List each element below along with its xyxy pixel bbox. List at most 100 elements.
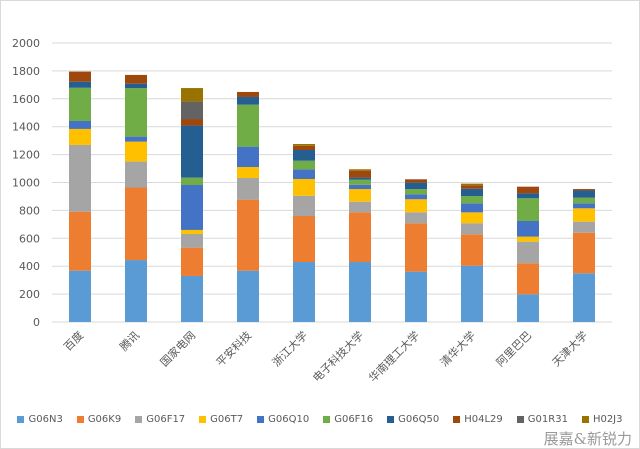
bar-segment-G06N3 <box>181 275 203 322</box>
x-category-label: 腾讯 <box>117 328 142 353</box>
bar-segment-H04L29 <box>573 189 595 191</box>
bar-segment-H04L29 <box>237 91 259 97</box>
bar-segment-G06Q10 <box>461 203 483 213</box>
legend-label: H04L29 <box>464 414 503 425</box>
x-category-label: 百度 <box>61 328 86 353</box>
bar-segment-G06Q50 <box>237 96 259 105</box>
bar-segment-G06T7 <box>573 208 595 222</box>
y-tick-label: 1200 <box>12 149 40 162</box>
bar-segment-G06N3 <box>349 262 371 322</box>
y-tick-label: 400 <box>19 260 40 273</box>
y-tick-label: 200 <box>19 288 40 301</box>
bar-segment-G06T7 <box>293 179 315 196</box>
bar-segment-G06Q10 <box>125 136 147 142</box>
bar-segment-H04L29 <box>69 71 91 82</box>
bar-segment-G06T7 <box>349 189 371 202</box>
bar-segment-H04L29 <box>517 186 539 194</box>
bar-segment-G06F17 <box>517 241 539 264</box>
legend-label: H02J3 <box>592 414 623 425</box>
bar-segment-G06F16 <box>461 196 483 204</box>
bar-segment-G06Q50 <box>405 182 427 190</box>
y-tick-label: 1400 <box>12 121 40 134</box>
bar-segment-G06T7 <box>125 141 147 162</box>
bar-segment-G06N3 <box>237 270 259 322</box>
legend-swatch <box>17 416 25 423</box>
legend-label: G01R31 <box>527 414 568 425</box>
legend-item: G06Q50 <box>387 413 439 426</box>
watermark: 展嘉&新锐力 <box>543 430 632 448</box>
legend-swatch <box>323 416 331 423</box>
bar-segment-G06F17 <box>293 195 315 216</box>
legend-item: G06Q10 <box>257 413 309 426</box>
bar-segment-G06K9 <box>293 215 315 263</box>
y-tick-label: 0 <box>33 316 40 329</box>
bar-segment-G06F17 <box>125 161 147 188</box>
y-tick-label: 2000 <box>12 37 40 50</box>
legend-swatch <box>516 416 524 423</box>
legend-swatch <box>257 416 265 423</box>
y-tick-label: 800 <box>19 204 40 217</box>
bar-segment-G06T7 <box>517 236 539 242</box>
bar-segment-H02J3 <box>181 88 203 102</box>
legend-label: G06Q50 <box>398 414 440 425</box>
bar-segment-G06T7 <box>237 167 259 179</box>
bar-segment-G06K9 <box>517 263 539 295</box>
legend-label: G06F16 <box>334 414 374 425</box>
bar-segment-G06K9 <box>237 199 259 271</box>
legend-item: G06F17 <box>135 413 185 426</box>
bar-segment-G06T7 <box>405 199 427 213</box>
bar-segment-G06F16 <box>573 197 595 204</box>
bar-segment-G06N3 <box>461 265 483 322</box>
bar-segment-G01R31 <box>181 101 203 120</box>
bar-segment-G06N3 <box>69 270 91 322</box>
legend-swatch <box>135 416 143 423</box>
x-category-label: 电子科技大学 <box>310 328 367 385</box>
bar-segment-H04L29 <box>125 74 147 84</box>
bar-segment-G06K9 <box>181 247 203 276</box>
legend: G06N3 G06K9 G06F17 G06T7 G06Q10 G06F16 G06Q50 H… <box>0 413 640 426</box>
bar-segment-G06Q10 <box>405 194 427 200</box>
x-category-label: 天津大学 <box>549 328 590 369</box>
bar-segment-G06F17 <box>69 144 91 212</box>
bar-segment-H02J3 <box>293 143 315 146</box>
bar-segment-G06Q50 <box>125 83 147 89</box>
bar-segment-G06Q50 <box>461 188 483 197</box>
bar-segment-G06F16 <box>69 87 91 121</box>
x-category-label: 平安科技 <box>213 328 254 369</box>
bar-segment-G06F17 <box>181 233 203 248</box>
bar-segment-H04L29 <box>405 179 427 183</box>
legend-item: G06N3 <box>17 413 63 426</box>
bar-segment-G06F16 <box>181 177 203 186</box>
bar-segment-G06K9 <box>573 232 595 274</box>
legend-item: G06K9 <box>76 413 122 426</box>
y-tick-label: 600 <box>19 232 40 245</box>
bar-segment-G06Q50 <box>181 125 203 178</box>
bar-segment-G06Q10 <box>69 120 91 129</box>
legend-item: G06F16 <box>323 413 373 426</box>
bar-segment-G06Q10 <box>517 221 539 237</box>
bar-segment-G06F16 <box>517 198 539 222</box>
legend-swatch <box>387 416 395 423</box>
legend-label: G06T7 <box>210 414 244 425</box>
legend-item: H02J3 <box>581 413 623 426</box>
legend-label: G06K9 <box>87 414 122 425</box>
bar-segment-G06Q10 <box>573 203 595 209</box>
y-tick-label: 1600 <box>12 93 40 106</box>
bar-segment-H02J3 <box>461 183 483 186</box>
y-tick-label: 1000 <box>12 177 40 190</box>
bar-segment-G06K9 <box>125 187 147 261</box>
bar-segment-G06F17 <box>461 223 483 235</box>
x-category-label: 浙江大学 <box>269 328 310 369</box>
bar-segment-G06Q50 <box>517 193 539 199</box>
x-category-label: 国家电网 <box>157 328 198 369</box>
bar-segment-G06F17 <box>405 212 427 224</box>
bar-segment-G06T7 <box>461 212 483 224</box>
x-category-label: 阿里巴巴 <box>494 329 534 369</box>
bar-segment-G06K9 <box>69 211 91 271</box>
legend-item: G06T7 <box>199 413 243 426</box>
bar-segment-G06Q50 <box>69 81 91 88</box>
legend-item: G01R31 <box>516 413 568 426</box>
bar-segment-G06F16 <box>293 160 315 170</box>
x-category-label: 华南理工大学 <box>366 328 423 385</box>
